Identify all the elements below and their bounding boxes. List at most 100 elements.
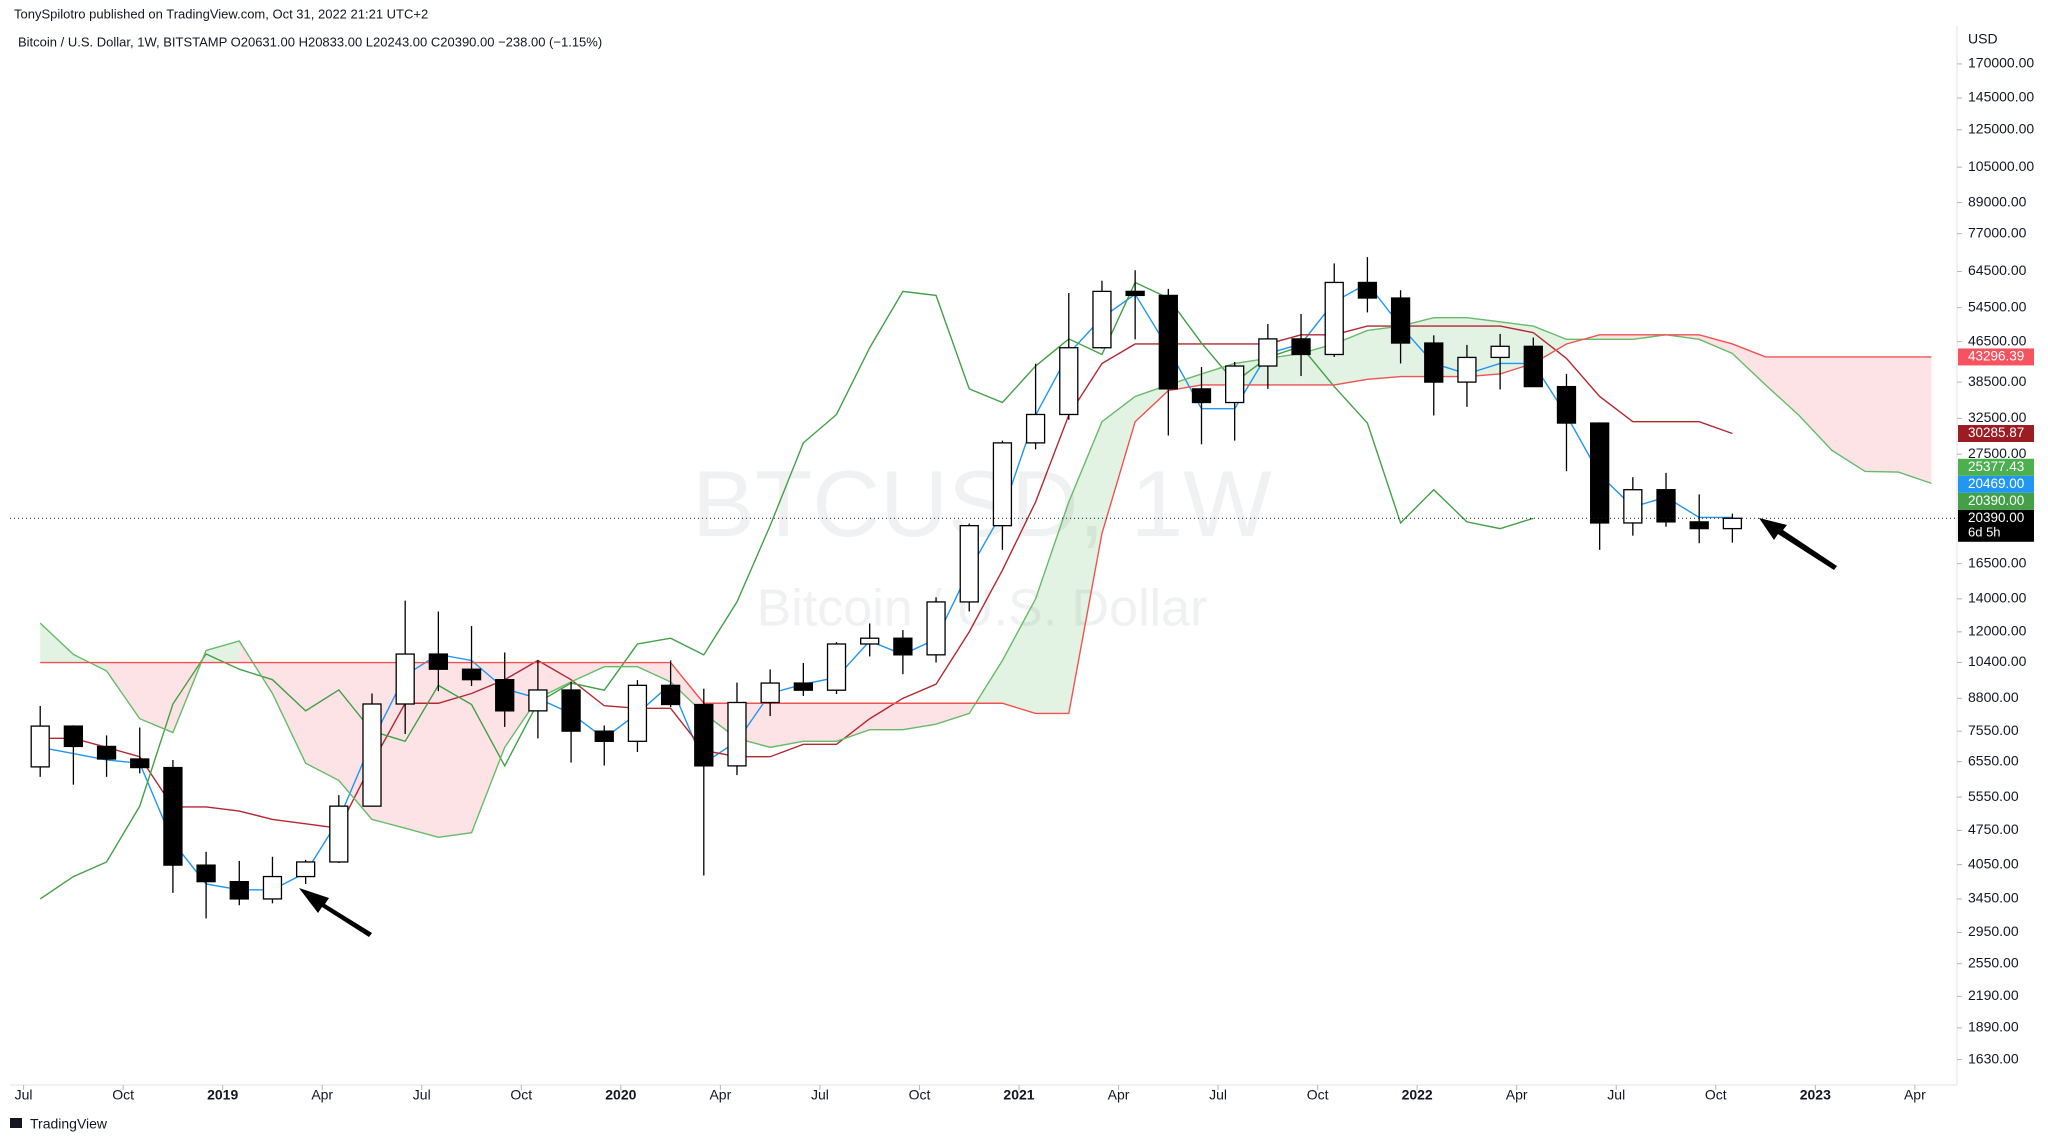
price-label-box — [1958, 492, 2034, 510]
candle-body — [760, 682, 780, 704]
price-label-box — [1958, 458, 2034, 476]
candle-body — [1059, 347, 1079, 416]
candle-body — [959, 525, 979, 603]
candle-body — [1556, 385, 1577, 424]
brand-logo — [10, 1118, 22, 1128]
x-tick-label: Apr — [311, 1087, 333, 1103]
x-tick-label: Jul — [1209, 1087, 1227, 1103]
price-label: 20390.00 — [1968, 510, 2024, 525]
indicator-line — [40, 325, 1733, 829]
cloud — [1898, 356, 1932, 484]
candle-body — [1324, 281, 1344, 356]
y-tick-label: 145000.00 — [1968, 89, 2034, 105]
y-tick-label: 38500.00 — [1968, 373, 2027, 389]
cloud — [1831, 356, 1866, 472]
y-tick-label: 105000.00 — [1968, 158, 2034, 174]
y-tick-label: 125000.00 — [1968, 120, 2034, 136]
arrow — [299, 888, 372, 937]
candle-body — [196, 864, 216, 883]
y-tick-label: 8800.00 — [1968, 689, 2019, 705]
candle-body — [1457, 356, 1477, 383]
indicator-line — [40, 282, 1733, 891]
y-tick-label: 2950.00 — [1968, 923, 2019, 939]
y-tick-label: 89000.00 — [1968, 193, 2027, 209]
axis-unit: USD — [1968, 31, 1998, 47]
countdown: 6d 5h — [1968, 525, 2001, 540]
indicator-line — [39, 281, 1534, 900]
candle-body — [660, 684, 681, 706]
cloud — [803, 703, 837, 742]
y-tick-label: 10400.00 — [1968, 653, 2027, 669]
x-tick-label: Jul — [15, 1087, 33, 1103]
x-tick-label: 2023 — [1800, 1087, 1831, 1103]
x-tick-label: 2021 — [1003, 1087, 1034, 1103]
cloud — [40, 623, 74, 663]
candle-body — [63, 725, 84, 748]
cloud — [1035, 502, 1069, 714]
candle-body — [495, 679, 515, 712]
cloud — [770, 703, 804, 748]
y-tick-label: 6550.00 — [1968, 752, 2019, 768]
y-tick-label: 5550.00 — [1968, 788, 2019, 804]
candle-body — [295, 861, 316, 878]
candle-body — [1656, 489, 1676, 523]
price-label-box — [1958, 425, 2034, 443]
watermark: BTCUSD, 1W — [692, 451, 1272, 556]
plot-area — [10, 257, 1956, 919]
cloud — [1798, 356, 1832, 451]
x-tick-label: Apr — [709, 1087, 731, 1103]
price-label-box — [1958, 509, 2034, 542]
y-tick-label: 4750.00 — [1968, 821, 2019, 837]
cloud — [1865, 356, 1899, 473]
cloud — [139, 662, 173, 733]
candle-body — [528, 689, 548, 712]
indicator-line — [40, 334, 1932, 715]
candle-body — [1125, 290, 1145, 297]
candle-body — [428, 653, 449, 670]
candle-body — [627, 684, 648, 742]
cloud — [405, 662, 439, 838]
candle-body — [1191, 388, 1212, 404]
price-label: 25377.43 — [1968, 459, 2024, 474]
candle-body — [1590, 422, 1610, 524]
x-tick-label: Jul — [1607, 1087, 1625, 1103]
y-tick-label: 27500.00 — [1968, 445, 2027, 461]
cloud — [1101, 396, 1136, 534]
candle-body — [727, 701, 747, 767]
price-label: 20390.00 — [1968, 493, 2024, 508]
arrow — [1759, 518, 1837, 570]
legend-line: Bitcoin / U.S. Dollar, 1W, BITSTAMP O206… — [18, 34, 602, 49]
price-label: 20469.00 — [1968, 476, 2024, 491]
x-tick-label: Apr — [1506, 1087, 1528, 1103]
candle-body — [1092, 290, 1112, 349]
candle-body — [1357, 281, 1378, 299]
x-tick-label: 2020 — [605, 1087, 636, 1103]
candle-body — [860, 637, 880, 645]
x-tick-label: Jul — [811, 1087, 829, 1103]
x-tick-label: Oct — [1307, 1087, 1329, 1103]
indicator-line — [39, 317, 1932, 839]
y-tick-label: 12000.00 — [1968, 623, 2027, 639]
cloud — [1599, 334, 1633, 340]
candle-body — [262, 875, 283, 900]
y-tick-label: 2550.00 — [1968, 954, 2019, 970]
x-tick-label: Apr — [1904, 1087, 1926, 1103]
candle-body — [793, 682, 813, 691]
candle-body — [694, 703, 714, 767]
candle-body — [1623, 489, 1643, 524]
axes: 170000.00 145000.00 125000.00 105000.00 8900… — [15, 55, 2035, 1103]
candle-body — [594, 730, 614, 742]
candle-body — [1424, 342, 1444, 383]
y-tick-label: 54500.00 — [1968, 298, 2027, 314]
candle-body — [461, 668, 482, 681]
cloud — [836, 703, 870, 742]
candle-body — [329, 805, 349, 863]
cloud — [637, 662, 671, 682]
y-tick-label: 32500.00 — [1968, 409, 2027, 425]
y-tick-label: 170000.00 — [1968, 55, 2034, 71]
candle-body — [1523, 345, 1543, 388]
candle-body — [1490, 345, 1510, 359]
candle-body — [130, 758, 150, 769]
